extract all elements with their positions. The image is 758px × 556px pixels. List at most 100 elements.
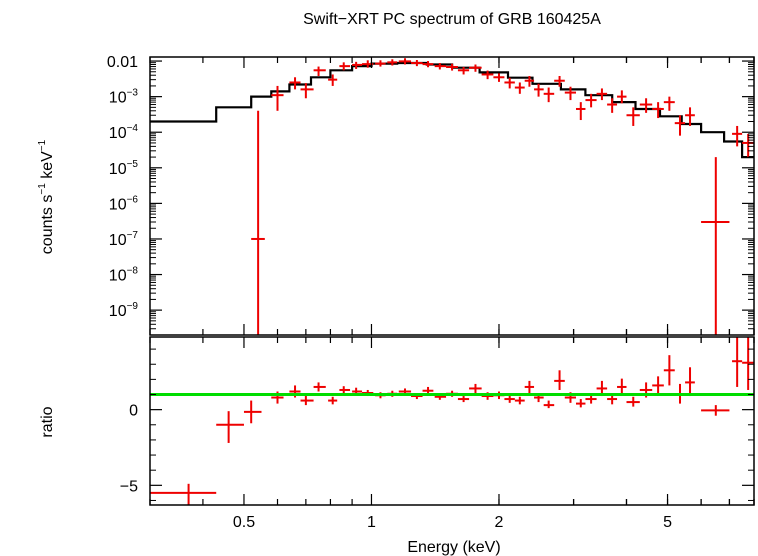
ylabel-exp-2: −1 (37, 139, 48, 151)
data-points-top (251, 58, 754, 335)
top-data-point-30 (607, 98, 618, 113)
bottom-y-tick-labels: 0 −5 (120, 403, 138, 496)
bottom-panel: 0 −5 ratio (39, 336, 755, 506)
ratio-data-point-29 (576, 399, 586, 408)
x-tick-label-0: 0.5 (233, 514, 255, 531)
top-data-point-1 (271, 85, 284, 111)
tick-exponent: −3 (127, 88, 139, 99)
chart-title: Swift−XRT PC spectrum of GRB 160425A (303, 11, 601, 28)
tick-base: 10 (109, 125, 127, 142)
top-data-point-38 (701, 157, 730, 335)
top-y-tick-label-3: 10−5 (109, 159, 139, 178)
ratio-data-point-19 (469, 383, 482, 393)
model-step-line (150, 61, 754, 159)
top-data-point-29 (596, 88, 608, 101)
tick-exponent: −7 (127, 230, 139, 241)
top-data-point-4 (313, 66, 326, 77)
ratio-data-point-36 (652, 376, 664, 395)
model-curve (150, 61, 754, 159)
bottom-y-tick-label-0: 0 (129, 403, 138, 420)
panel-border (149, 56, 755, 336)
top-data-point-23 (534, 83, 544, 97)
x-tick-labels: 0.5 1 2 5 (233, 514, 672, 531)
top-y-tick-label-2: 10−4 (109, 123, 139, 142)
top-data-point-18 (481, 70, 494, 80)
top-data-point-36 (674, 115, 686, 136)
tick-base: 10 (109, 196, 127, 213)
bottom-y-axis-label: ratio (39, 406, 56, 437)
tick-exponent: −6 (127, 194, 139, 205)
top-y-tick-label-6: 10−8 (109, 266, 139, 285)
ratio-data-point-42 (742, 337, 754, 390)
data-points-bottom (150, 337, 754, 505)
top-data-point-0 (251, 110, 265, 335)
top-data-point-25 (554, 76, 565, 87)
tick-exponent: −4 (127, 123, 139, 134)
ratio-data-point-40 (701, 405, 730, 416)
top-data-point-34 (652, 102, 664, 119)
tick-base: 0.01 (107, 54, 138, 71)
top-data-point-16 (457, 67, 470, 75)
top-y-tick-label-4: 10−6 (109, 194, 139, 213)
top-y-tick-label-1: 10−3 (109, 88, 139, 107)
ratio-data-point-26 (543, 400, 555, 409)
ratio-data-point-27 (554, 370, 565, 390)
top-data-point-11 (398, 58, 412, 65)
ratio-data-point-2 (243, 400, 262, 424)
top-data-point-14 (434, 63, 447, 70)
top-data-point-12 (411, 60, 423, 67)
top-data-point-37 (685, 107, 695, 126)
x-tick-label-3: 5 (663, 514, 672, 531)
x-tick-label-2: 2 (495, 514, 504, 531)
ylabel-exp-1: −1 (37, 183, 48, 195)
ratio-data-point-24 (524, 380, 535, 393)
ratio-data-point-6 (313, 382, 326, 392)
tick-base: 10 (109, 232, 127, 249)
ratio-data-point-41 (732, 337, 743, 387)
top-data-point-5 (328, 74, 338, 86)
top-data-point-13 (422, 61, 434, 68)
tick-base: 10 (109, 303, 127, 320)
bottom-panel-frame (149, 336, 755, 506)
tick-exponent: −5 (127, 159, 139, 170)
top-data-point-26 (564, 86, 577, 101)
top-y-tick-label-7: 10−9 (109, 301, 139, 320)
top-data-point-39 (732, 125, 743, 147)
tick-base: 10 (109, 161, 127, 178)
tick-base: 10 (109, 268, 127, 285)
top-data-point-21 (514, 82, 525, 94)
ratio-data-point-39 (685, 367, 695, 397)
top-data-point-6 (339, 62, 351, 71)
x-axis-label: Energy (keV) (407, 539, 500, 556)
ratio-data-point-8 (339, 386, 351, 394)
tick-base: 10 (109, 90, 127, 107)
top-data-point-2 (289, 77, 301, 90)
ratio-data-point-37 (663, 355, 675, 386)
top-data-point-28 (585, 93, 597, 108)
ylabel-unit-kev: keV (39, 151, 56, 183)
top-data-point-10 (387, 59, 398, 66)
top-y-tick-label-5: 10−7 (109, 230, 139, 249)
tick-exponent: −8 (127, 266, 139, 277)
top-data-point-22 (524, 76, 535, 87)
ratio-data-point-33 (617, 378, 627, 396)
top-data-point-24 (543, 87, 555, 103)
ratio-data-point-23 (514, 396, 525, 405)
ratio-data-point-34 (626, 396, 640, 407)
top-data-point-7 (352, 61, 363, 69)
ratio-data-point-22 (504, 395, 515, 403)
top-data-point-33 (639, 98, 653, 113)
top-data-point-3 (300, 83, 314, 99)
top-y-axis-label: counts s−1 keV−1 (37, 139, 56, 254)
top-data-point-17 (469, 64, 482, 72)
top-data-point-20 (504, 77, 515, 89)
ratio-data-point-0 (150, 483, 217, 505)
top-y-tick-label-0: 0.01 (107, 54, 138, 71)
ylabel-unit-counts: counts s (39, 195, 56, 255)
x-tick-label-1: 1 (367, 514, 376, 531)
top-data-point-9 (375, 60, 386, 67)
top-panel-frame (149, 56, 755, 336)
